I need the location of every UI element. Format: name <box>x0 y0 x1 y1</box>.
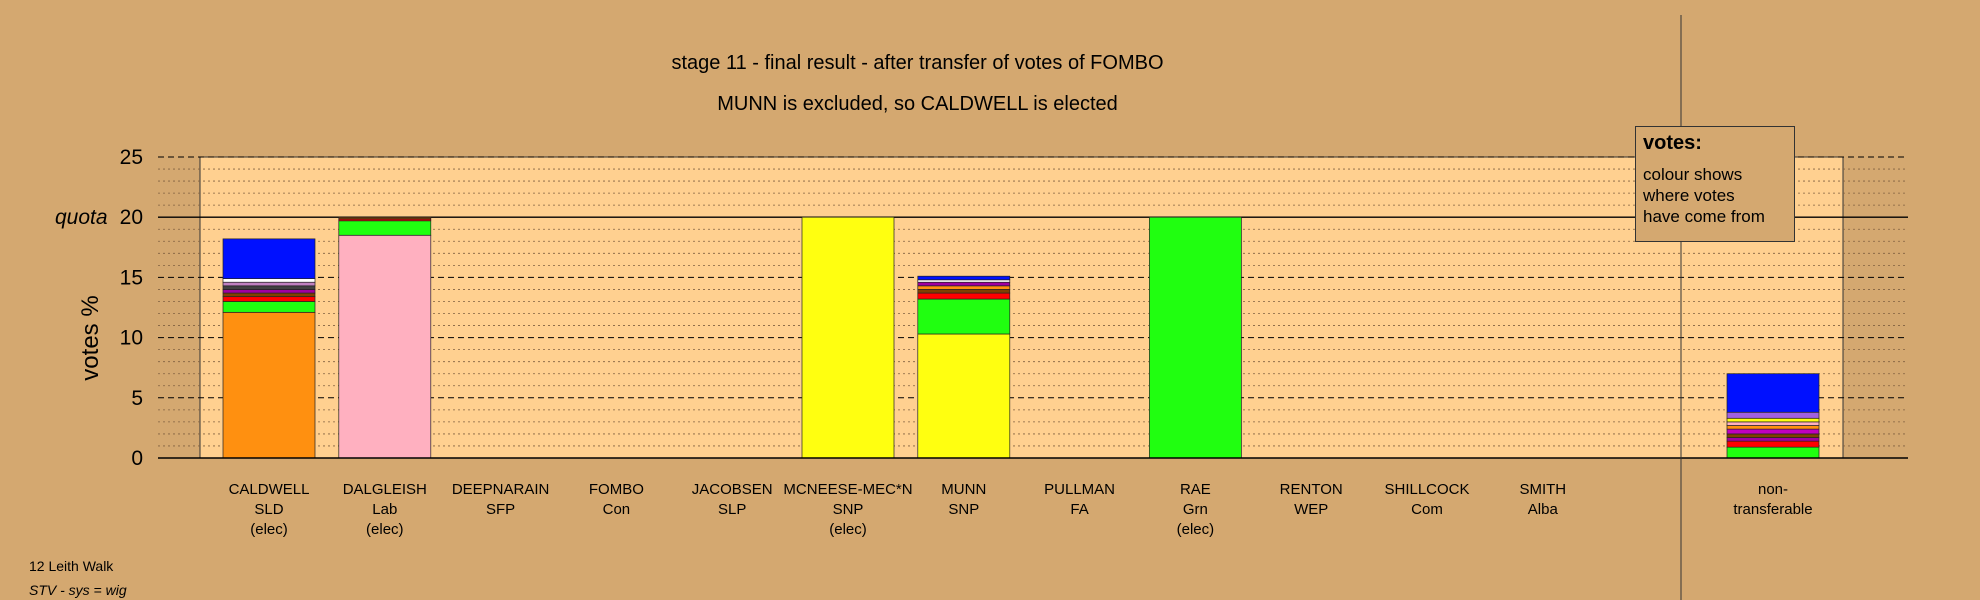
bar-caldwell-segment <box>222 296 316 302</box>
x-category-label: Alba <box>1528 501 1559 518</box>
x-category-label: (elec) <box>1177 521 1215 538</box>
bar-nontransferable-segment <box>1726 440 1820 448</box>
x-category-label: SMITH <box>1519 481 1566 498</box>
x-category-label: JACOBSEN <box>692 481 773 498</box>
bar-caldwell-segment <box>222 289 316 294</box>
plot-background <box>199 156 1844 459</box>
bar-nontransferable-segment <box>1726 425 1820 430</box>
x-category-label: FOMBO <box>589 481 644 498</box>
footer-system: STV - sys = wig <box>29 582 127 598</box>
bar-munn-segment <box>917 289 1011 294</box>
x-category-label: MUNN <box>941 481 986 498</box>
bar-mcneese-mec*n-segment <box>801 216 895 459</box>
x-category-label: CALDWELL <box>229 481 310 498</box>
y-tick-label: 15 <box>120 266 143 289</box>
x-category-label: Com <box>1411 501 1443 518</box>
x-category-label: SFP <box>486 501 515 518</box>
bar-nontransferable-segment <box>1726 433 1820 438</box>
bar-dalgleish-segment <box>338 216 432 220</box>
x-category-label: SHILLCOCK <box>1384 481 1469 498</box>
x-category-label: DEEPNARAIN <box>452 481 550 498</box>
bar-caldwell-segment <box>222 238 316 279</box>
bar-munn-segment <box>917 279 1011 283</box>
x-category-label: non- <box>1758 481 1788 498</box>
bar-dalgleish-segment <box>338 220 432 236</box>
x-category-label: MCNEESE-MEC*N <box>783 481 912 498</box>
x-category-label: Con <box>603 501 631 518</box>
bars-layer <box>222 216 1820 459</box>
x-category-label: SLD <box>254 501 283 518</box>
bar-caldwell-segment <box>222 278 316 283</box>
x-category-label: (elec) <box>366 521 404 538</box>
footer-ward: 12 Leith Walk <box>29 558 114 574</box>
x-category-label: FA <box>1070 501 1088 518</box>
x-category-label: WEP <box>1294 501 1328 518</box>
bar-nontransferable-segment <box>1726 428 1820 435</box>
bar-nontransferable-segment <box>1726 446 1820 459</box>
labels-layer: 0 5 10 15 20 25 quota votes % CALDWELL SLD (elec) D… <box>55 146 1813 538</box>
bar-rae-segment <box>1149 216 1242 459</box>
bar-caldwell-segment <box>222 285 316 290</box>
bar-caldwell-segment <box>222 281 316 287</box>
bar-nontransferable-segment <box>1726 421 1820 426</box>
x-category-label: SNP <box>948 501 979 518</box>
y-tick-label: 25 <box>120 146 143 169</box>
legend-title: votes: <box>1643 132 1702 154</box>
bar-dalgleish-segment <box>338 234 432 459</box>
bar-munn-segment <box>917 275 1011 281</box>
chart-title: stage 11 - final result - after transfer… <box>671 52 1164 74</box>
bar-nontransferable-segment <box>1726 411 1820 419</box>
x-category-label: Lab <box>372 501 397 518</box>
x-category-label: PULLMAN <box>1044 481 1115 498</box>
y-tick-label: 5 <box>131 387 143 410</box>
y-tick-label: 10 <box>120 327 143 350</box>
x-category-label: RENTON <box>1280 481 1343 498</box>
x-category-label: transferable <box>1733 501 1812 518</box>
y-tick-label: 20 <box>120 206 143 229</box>
grid-layer <box>158 156 1908 459</box>
bar-munn-segment <box>917 285 1011 290</box>
bar-nontransferable-segment <box>1726 373 1820 413</box>
x-category-label: RAE <box>1180 481 1211 498</box>
bar-caldwell-segment <box>222 311 316 459</box>
x-category-label: (elec) <box>250 521 288 538</box>
bar-munn-segment <box>917 281 1011 287</box>
bar-caldwell-segment <box>222 292 316 298</box>
x-category-label: DALGLEISH <box>343 481 427 498</box>
legend-box: votes: colour shows where votes have com… <box>1635 126 1795 242</box>
y-tick-label: 0 <box>131 447 143 470</box>
legend-line-1: colour shows <box>1643 165 1743 184</box>
y-axis-label: votes % <box>77 295 104 380</box>
x-category-label: SNP <box>833 501 864 518</box>
bar-munn-segment <box>917 298 1011 335</box>
chart-subtitle: MUNN is excluded, so CALDWELL is elected <box>717 93 1118 115</box>
quota-label: quota <box>55 206 108 229</box>
bar-munn-segment <box>917 292 1011 300</box>
legend-line-3: have come from <box>1643 207 1765 226</box>
axes-layer <box>158 15 1908 600</box>
legend-line-2: where votes <box>1643 186 1735 205</box>
bar-caldwell-segment <box>222 301 316 313</box>
bar-munn-segment <box>917 333 1011 459</box>
x-category-label: Grn <box>1183 501 1208 518</box>
bar-nontransferable-segment <box>1726 417 1820 423</box>
x-category-label: (elec) <box>829 521 867 538</box>
bar-nontransferable-segment <box>1726 437 1820 442</box>
x-category-label: SLP <box>718 501 746 518</box>
